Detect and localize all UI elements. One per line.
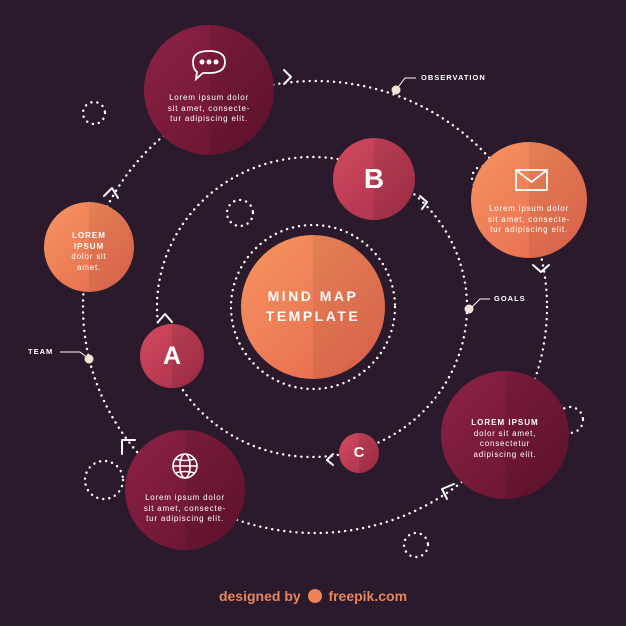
b-node-circle [333, 138, 415, 220]
chat-node-text: Lorem ipsum dolor sit amet, consecte- tu… [149, 93, 269, 125]
team-node-line2: IPSUM [73, 241, 105, 251]
label-goals: GOALS [494, 294, 526, 303]
center-title-line1: MIND MAP [267, 288, 359, 304]
observation-dot [391, 85, 401, 95]
globe-node-line2: sit amet, consecte- [143, 503, 227, 513]
mail-node-line1: Lorem ipsum dolor [489, 204, 569, 213]
goals-node-line3: consectetur [479, 439, 531, 448]
team-node-line3: dolor sit [71, 252, 107, 261]
team-node-line4: amet. [76, 262, 101, 272]
mail-node-line3: tur adipiscing elit. [490, 225, 568, 234]
footer-brand: freepik.com [328, 588, 408, 604]
center-node-shade [313, 235, 385, 379]
center-title: MIND MAP TEMPLATE [243, 286, 383, 326]
center-orbit [229, 223, 397, 391]
globe-icon [172, 453, 198, 479]
node-letter-c: C [353, 444, 365, 461]
mail-envelope-icon [515, 169, 548, 191]
a-node-circle [140, 324, 204, 388]
globe-node-line1: Lorem ipsum dolor [145, 493, 225, 502]
node-letter-b: B [363, 163, 385, 194]
observation-connector [395, 77, 416, 91]
arrow-up-left-icon [121, 439, 136, 455]
chat-node-circle [144, 25, 274, 155]
decor-dot-ring-4 [402, 531, 430, 559]
outer-orbit [81, 79, 549, 535]
label-observation: OBSERVATION [421, 73, 486, 82]
goals-node-line4: adipiscing elit. [473, 449, 537, 459]
goals-connector [469, 298, 490, 310]
center-node-circle [241, 235, 385, 379]
c-node-shade [359, 433, 379, 473]
chat-node-line3: tur adipiscing elit. [170, 114, 248, 123]
c-node-circle [339, 433, 379, 473]
footer-prefix: designed by [218, 588, 301, 604]
mail-node-line2: sit amet, consecte- [487, 214, 571, 224]
chat-node-line2: sit amet, consecte- [167, 103, 251, 113]
team-node-circle [44, 202, 134, 292]
decor-dot-ring-3 [83, 459, 125, 501]
node-letter-a: A [162, 342, 182, 370]
globe-node-shade [185, 430, 245, 550]
goals-dot [464, 304, 474, 314]
arrow-right-icon [283, 69, 292, 85]
freepik-logo-icon [307, 589, 322, 603]
goals-node-circle [441, 371, 569, 499]
team-node-shade [89, 202, 134, 292]
arrow-down-icon [532, 264, 550, 273]
label-dots [84, 85, 474, 364]
team-node-line1: LOREM [72, 231, 106, 240]
arrow-up-icon [103, 187, 119, 199]
flow-arrows [103, 69, 550, 500]
goals-node-text: LOREM IPSUM dolor sit amet, consectetur … [445, 418, 565, 460]
goals-node-line1: LOREM IPSUM [471, 418, 539, 427]
center-title-line2: TEMPLATE [265, 308, 361, 324]
globe-node-circle [125, 430, 245, 550]
decor-dot-ring-5 [555, 405, 585, 435]
decor-dot-ring-1 [81, 100, 107, 126]
arrow-left-small-icon [326, 453, 334, 466]
goals-node-shade [505, 371, 569, 499]
globe-node-line3: tur adipiscing elit. [146, 514, 224, 523]
chat-node-line1: Lorem ipsum dolor [169, 93, 249, 102]
a-node-shade [172, 324, 204, 388]
goals-node-line2: dolor sit amet, [473, 428, 537, 438]
footer-credit: designed by freepik.com [0, 588, 626, 612]
chat-bubble-icon [192, 50, 226, 82]
mail-node-circle [471, 142, 587, 258]
decor-dot-ring-2 [225, 198, 255, 228]
arrow-right-small-icon [419, 195, 428, 210]
arrow-up-small-icon [157, 313, 173, 323]
chat-node-shade [209, 25, 274, 155]
globe-node-text: Lorem ipsum dolor sit amet, consecte- tu… [125, 493, 245, 525]
b-node-shade [374, 138, 415, 220]
mail-node-text: Lorem ipsum dolor sit amet, consecte- tu… [469, 204, 589, 236]
mail-node-shade [529, 142, 587, 258]
team-node-text: LOREM IPSUM dolor sit amet. [49, 231, 129, 273]
team-dot [84, 354, 94, 364]
label-team: TEAM [28, 347, 54, 356]
arrow-down-left-icon [441, 483, 455, 500]
